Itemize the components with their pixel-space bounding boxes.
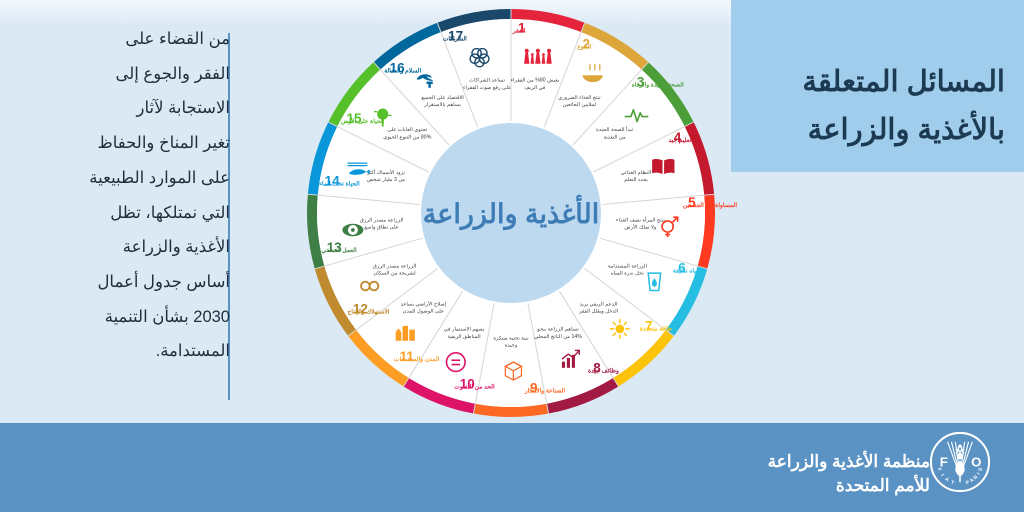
- svg-text:وظائف جيدة: وظائف جيدة: [588, 367, 619, 374]
- svg-text:O: O: [971, 455, 981, 470]
- svg-text:السلام والعدالة: السلام والعدالة: [384, 67, 421, 74]
- svg-text:الاستهلاك والإنتاج: الاستهلاك والإنتاج: [347, 308, 389, 315]
- svg-text:مياه نظيفة: مياه نظيفة: [673, 268, 699, 275]
- svg-text:الصناعة والابتكار: الصناعة والابتكار: [524, 388, 566, 395]
- svg-text:A: A: [944, 476, 951, 483]
- svg-text:الفقر: الفقر: [512, 27, 526, 34]
- svg-text:A: A: [955, 441, 965, 456]
- svg-text:I: I: [939, 473, 945, 478]
- svg-text:المدن والمجتمعات: المدن والمجتمعات: [394, 356, 440, 363]
- svg-text:الصحة الجيدة والرفاه: الصحة الجيدة والرفاه: [632, 82, 684, 89]
- svg-text:تعليم جيد: تعليم جيد: [669, 137, 692, 144]
- svg-text:الحياة تحت الماء: الحياة تحت الماء: [319, 181, 360, 188]
- svg-text:العمل المناخي: العمل المناخي: [321, 247, 357, 254]
- svg-text:الحد من التفاوت: الحد من التفاوت: [454, 384, 495, 391]
- svg-text:الجوع: الجوع: [577, 43, 591, 50]
- svg-text:طاقة متجددة: طاقة متجددة: [640, 325, 672, 332]
- svg-text:الشراكات: الشراكات: [443, 36, 467, 43]
- svg-text:T: T: [950, 480, 955, 487]
- svg-text:المساواة بين الجنسين: المساواة بين الجنسين: [683, 202, 737, 209]
- svg-text:الأغذية والزراعة: الأغذية والزراعة: [423, 195, 600, 231]
